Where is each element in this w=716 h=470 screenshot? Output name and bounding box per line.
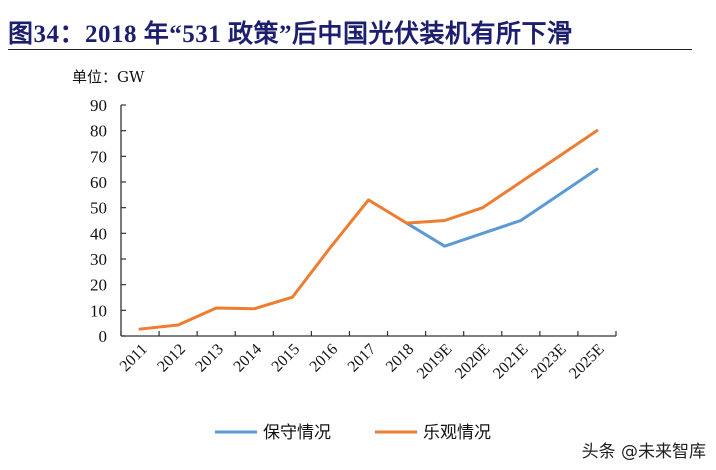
watermark: 头条 @未来智库 xyxy=(581,442,706,462)
x-tick-label: 2025E xyxy=(566,341,608,383)
y-tick-label: 20 xyxy=(90,276,107,295)
y-tick-label: 80 xyxy=(90,122,107,141)
y-tick-label: 90 xyxy=(90,96,107,115)
figure-title: 图34：2018 年“531 政策”后中国光伏装机有所下滑 xyxy=(8,21,573,48)
x-tick-label: 2016 xyxy=(307,341,342,376)
x-tick-label: 2011 xyxy=(117,341,151,375)
y-tick-label: 50 xyxy=(90,199,107,218)
x-tick-label: 2013 xyxy=(192,341,227,376)
series-line-optimistic xyxy=(138,129,599,331)
x-tick-label: 2023E xyxy=(528,341,570,383)
x-tick-label: 2021E xyxy=(490,341,532,383)
x-tick-label: 2015 xyxy=(269,341,304,376)
x-tick-label: 2017 xyxy=(345,341,380,376)
y-tick-label: 0 xyxy=(99,327,108,346)
x-tick-label: 2018 xyxy=(383,341,418,376)
unit-label: 单位：GW xyxy=(72,68,145,86)
y-tick-label: 10 xyxy=(90,301,107,320)
legend-label: 乐观情况 xyxy=(423,423,491,442)
y-tick-label: 60 xyxy=(90,173,107,192)
series-line-conservative xyxy=(405,167,599,248)
x-tick-label: 2020E xyxy=(452,341,494,383)
y-tick-label: 30 xyxy=(90,250,107,269)
x-tick-label: 2014 xyxy=(230,341,265,376)
legend-label: 保守情况 xyxy=(263,423,331,442)
title-divider xyxy=(8,49,692,50)
x-tick-label: 2012 xyxy=(154,341,189,376)
x-tick-label: 2019E xyxy=(414,341,456,383)
y-tick-label: 70 xyxy=(90,147,107,166)
y-tick-label: 40 xyxy=(90,224,107,243)
